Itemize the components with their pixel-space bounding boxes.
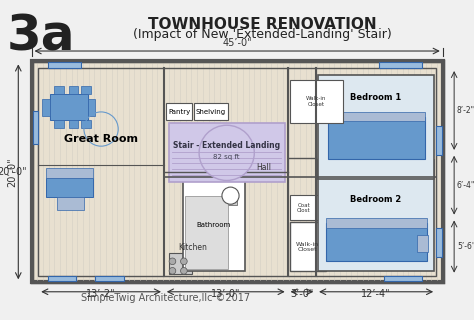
Text: Shelving: Shelving — [195, 109, 226, 115]
Text: 3a: 3a — [7, 13, 75, 61]
Text: (Impact of New 'Extended-Landing' Stair): (Impact of New 'Extended-Landing' Stair) — [133, 28, 391, 41]
Bar — [55, 86, 64, 94]
Bar — [185, 196, 228, 269]
Bar — [46, 168, 93, 178]
Bar — [69, 86, 78, 94]
Text: 12’-4": 12’-4" — [361, 289, 391, 300]
Text: Great Room: Great Room — [64, 133, 138, 144]
Bar — [169, 253, 192, 274]
Bar — [328, 112, 425, 121]
Text: 82 sq ft: 82 sq ft — [213, 154, 240, 160]
Bar — [436, 126, 442, 155]
Text: 6’-4": 6’-4" — [457, 181, 474, 190]
Circle shape — [181, 258, 187, 265]
Bar — [48, 62, 81, 68]
Text: SimpleTwig Architecture,llc ©2017: SimpleTwig Architecture,llc ©2017 — [81, 293, 250, 303]
Bar — [38, 68, 436, 276]
Bar — [224, 197, 237, 205]
Bar — [42, 99, 50, 116]
Bar — [69, 121, 78, 128]
Bar — [95, 276, 124, 281]
Bar — [328, 117, 425, 159]
Bar — [326, 219, 427, 228]
Bar — [50, 94, 88, 121]
Bar — [48, 276, 76, 281]
Bar — [46, 178, 93, 196]
Bar — [318, 160, 434, 271]
Circle shape — [222, 187, 239, 204]
Bar — [81, 121, 91, 128]
Text: Bedroom 2: Bedroom 2 — [350, 195, 402, 204]
Bar — [290, 195, 318, 220]
Bar — [379, 62, 422, 68]
Text: 13’-0": 13’-0" — [211, 289, 240, 300]
Bar — [417, 235, 428, 252]
Text: TOWNHOUSE RENOVATION: TOWNHOUSE RENOVATION — [147, 17, 376, 32]
Bar — [55, 121, 64, 128]
Bar — [33, 111, 38, 144]
Bar — [318, 75, 434, 179]
Text: 13’-2": 13’-2" — [86, 289, 116, 300]
Text: Pantry: Pantry — [168, 109, 190, 115]
Bar — [32, 61, 443, 282]
Text: 45’-0": 45’-0" — [222, 38, 252, 48]
Circle shape — [169, 258, 176, 265]
Text: Bathroom: Bathroom — [196, 222, 230, 228]
Bar — [166, 103, 192, 121]
Bar — [384, 276, 422, 281]
Bar — [32, 61, 443, 282]
Text: 3’-0": 3’-0" — [290, 289, 314, 300]
Bar — [436, 228, 442, 257]
Bar — [194, 103, 228, 121]
Text: Stair - Extended Landing: Stair - Extended Landing — [173, 141, 280, 150]
Text: 8’-2": 8’-2" — [457, 106, 474, 115]
Bar — [290, 80, 343, 123]
Text: Bedroom 1: Bedroom 1 — [350, 93, 402, 102]
Bar — [88, 99, 95, 116]
Circle shape — [181, 268, 187, 274]
Text: 20’-0": 20’-0" — [0, 167, 27, 177]
Bar — [326, 223, 427, 261]
Bar — [183, 179, 245, 271]
Text: Hall: Hall — [256, 163, 271, 172]
Text: 20’-0": 20’-0" — [8, 157, 18, 187]
Bar — [81, 86, 91, 94]
Text: 5’-6": 5’-6" — [457, 242, 474, 251]
Bar — [57, 196, 84, 210]
Bar — [290, 222, 326, 271]
Bar — [169, 123, 285, 182]
Text: Walk-in
Closet: Walk-in Closet — [306, 96, 326, 107]
Text: Coat
Clost: Coat Clost — [297, 203, 310, 213]
Circle shape — [169, 268, 176, 274]
Text: Walk-in
Closet: Walk-in Closet — [296, 242, 319, 252]
Circle shape — [199, 125, 254, 180]
Text: Kitchen: Kitchen — [178, 243, 207, 252]
